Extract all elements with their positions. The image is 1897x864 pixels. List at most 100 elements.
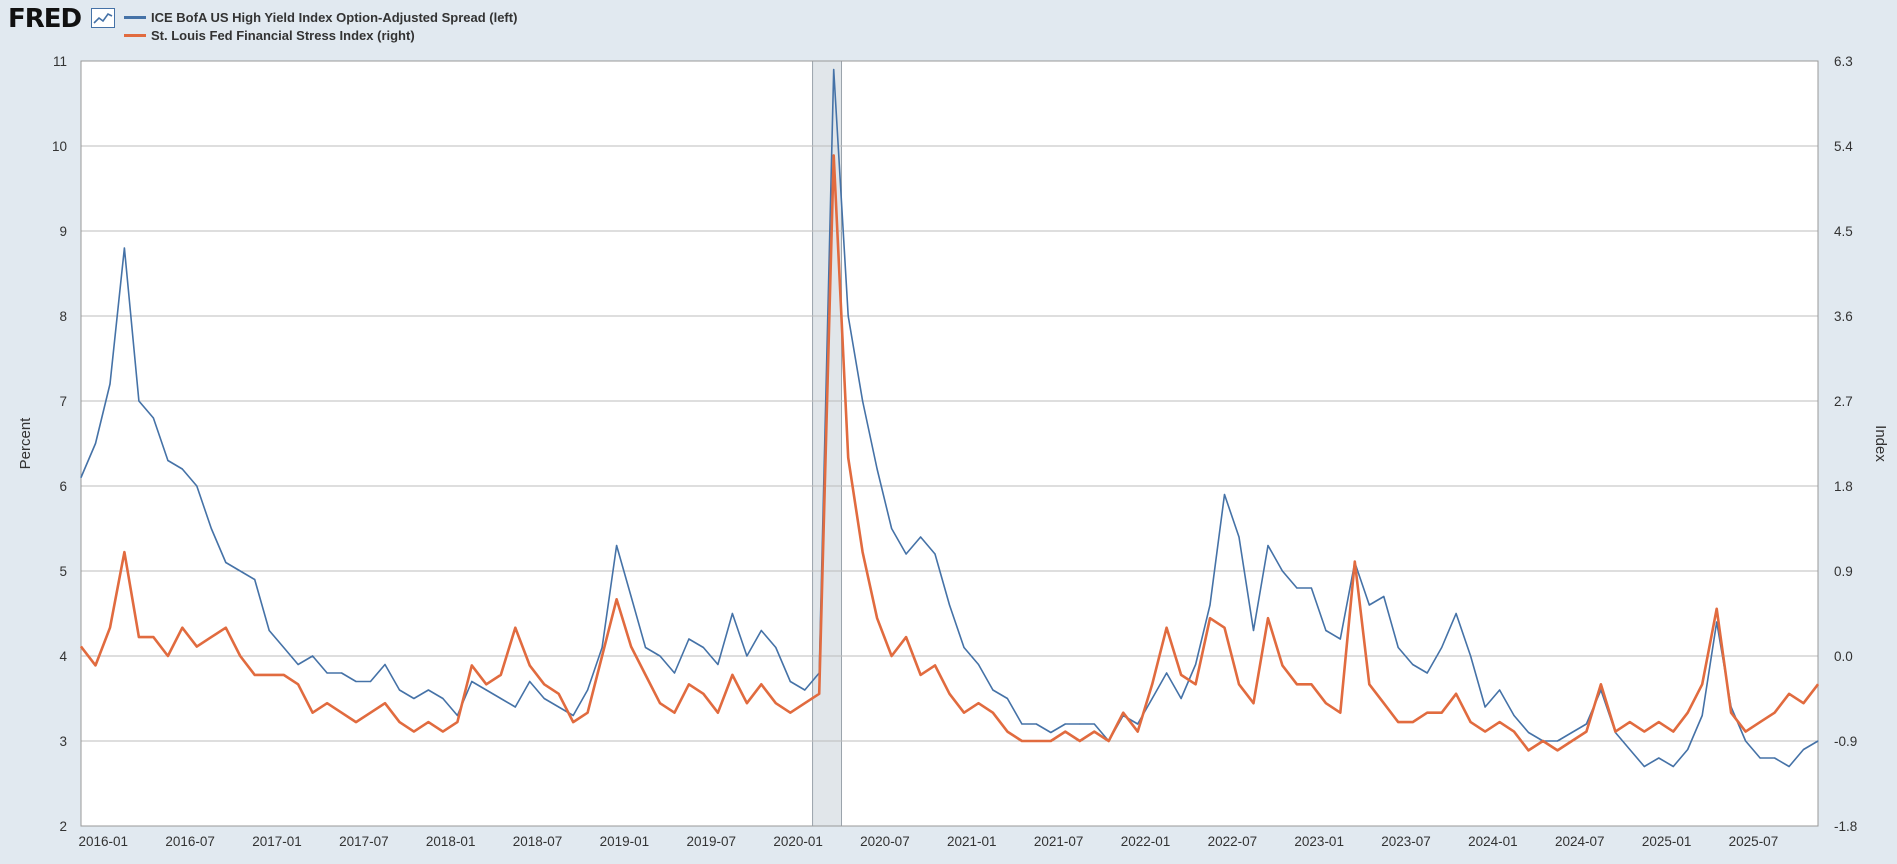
data-point <box>1035 740 1037 742</box>
data-point <box>1310 587 1312 589</box>
data-point <box>1354 560 1356 563</box>
legend-label-right: St. Louis Fed Financial Stress Index (ri… <box>151 27 415 43</box>
data-point <box>1223 627 1226 629</box>
data-point <box>1093 723 1095 725</box>
data-point <box>1498 721 1501 723</box>
data-point <box>167 655 169 657</box>
chart-header: FRED ICE BofA US High Yield Index Option… <box>0 0 1897 44</box>
data-point <box>833 154 835 157</box>
data-point <box>1079 740 1081 742</box>
data-point <box>254 674 256 676</box>
data-point <box>1006 697 1009 700</box>
data-point <box>80 645 82 648</box>
data-point <box>1513 730 1515 733</box>
data-point <box>659 702 661 704</box>
data-point <box>659 655 661 657</box>
data-point <box>1151 683 1153 685</box>
data-point <box>862 551 864 553</box>
data-point <box>1122 712 1124 714</box>
y-right-axis-title: Index <box>1872 425 1889 462</box>
data-point <box>413 730 415 733</box>
data-point <box>500 674 502 676</box>
data-point <box>1701 683 1703 685</box>
data-point <box>1527 731 1530 734</box>
data-point <box>181 468 183 470</box>
data-point <box>210 527 212 530</box>
data-point <box>847 457 849 459</box>
x-tick-label: 2016-01 <box>79 834 129 849</box>
data-point <box>355 721 357 723</box>
y-right-tick-label: 2.7 <box>1834 394 1853 409</box>
data-point <box>702 693 705 695</box>
data-point <box>891 527 893 530</box>
legend-item-left-series[interactable]: ICE BofA US High Yield Index Option-Adju… <box>124 8 517 26</box>
data-point <box>1151 697 1153 700</box>
data-point <box>94 664 97 667</box>
data-point <box>558 706 560 708</box>
data-point <box>442 730 444 733</box>
data-point <box>1556 749 1559 752</box>
data-point <box>1571 731 1573 734</box>
data-point <box>746 702 748 704</box>
data-point <box>601 655 603 657</box>
data-point <box>688 638 690 640</box>
chart-legend: ICE BofA US High Yield Index Option-Adju… <box>124 8 517 44</box>
y-left-tick-label: 3 <box>59 734 67 749</box>
data-point <box>1412 663 1414 666</box>
data-point <box>471 680 473 683</box>
data-point <box>1759 721 1761 723</box>
data-point <box>1802 702 1805 704</box>
legend-item-right-series[interactable]: St. Louis Fed Financial Stress Index (ri… <box>124 26 517 44</box>
line-chart-icon <box>91 8 115 28</box>
data-point <box>1629 721 1631 723</box>
data-point <box>239 570 241 572</box>
data-point <box>644 646 647 649</box>
data-point <box>1441 646 1443 649</box>
data-point <box>1745 740 1747 742</box>
data-point <box>1745 730 1747 733</box>
x-tick-label: 2019-07 <box>686 834 736 849</box>
data-point <box>746 655 748 657</box>
x-tick-label: 2022-01 <box>1121 834 1171 849</box>
data-point <box>167 459 169 462</box>
data-point <box>123 551 126 553</box>
data-point <box>340 672 343 674</box>
data-point <box>1238 536 1240 538</box>
x-tick-label: 2025-07 <box>1729 834 1779 849</box>
data-point <box>1339 712 1341 714</box>
x-tick-label: 2016-07 <box>165 834 215 849</box>
data-point <box>1643 730 1645 733</box>
data-point <box>1426 712 1428 714</box>
y-right-tick-label: 5.4 <box>1834 139 1853 154</box>
data-point <box>630 595 632 598</box>
legend-swatch-right <box>124 33 146 37</box>
data-point <box>456 714 458 717</box>
data-point <box>804 702 806 704</box>
data-point <box>717 712 719 714</box>
data-point <box>1455 693 1457 695</box>
data-point <box>891 655 893 657</box>
data-point <box>977 702 980 704</box>
data-point <box>152 636 154 638</box>
data-point <box>760 683 762 685</box>
data-point <box>587 712 589 714</box>
data-point <box>934 664 936 667</box>
data-point <box>615 544 618 547</box>
data-point <box>992 712 994 714</box>
data-point <box>1470 721 1472 723</box>
data-point <box>94 442 97 445</box>
data-point <box>283 674 285 676</box>
data-point <box>1470 655 1472 657</box>
data-point <box>340 712 343 714</box>
data-point <box>1527 749 1530 752</box>
data-point <box>514 627 516 629</box>
data-point <box>1050 731 1052 734</box>
fred-logo[interactable]: FRED <box>8 4 82 34</box>
data-point <box>731 674 733 676</box>
data-point <box>1585 730 1587 733</box>
data-point <box>644 674 647 676</box>
y-left-tick-label: 7 <box>59 394 67 409</box>
x-tick-label: 2020-07 <box>860 834 910 849</box>
data-point <box>1455 612 1457 615</box>
x-tick-label: 2022-07 <box>1208 834 1258 849</box>
